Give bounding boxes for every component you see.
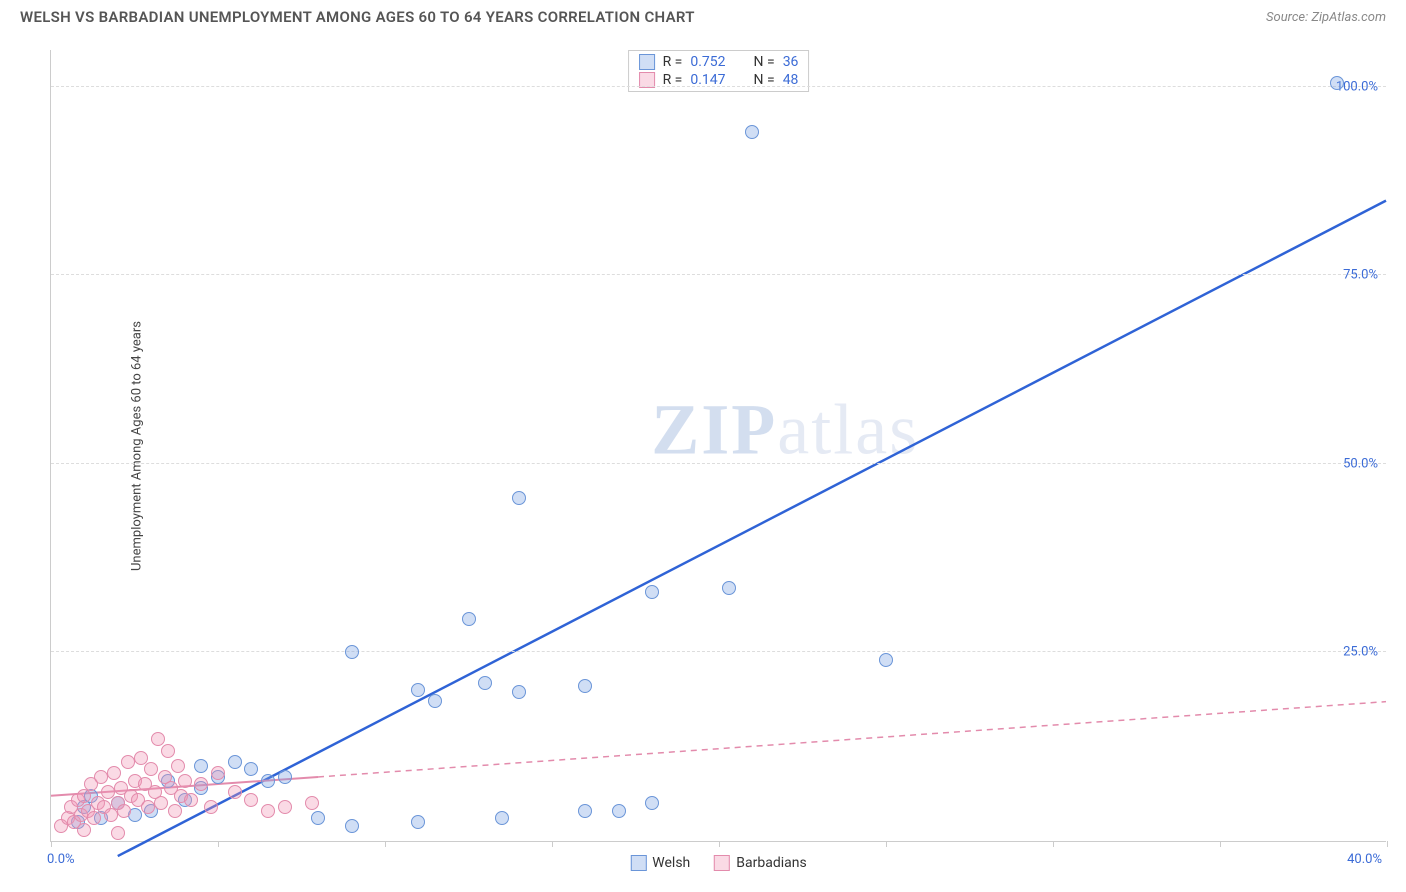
x-tick — [1387, 841, 1388, 847]
data-point — [512, 491, 526, 505]
legend-swatch — [639, 54, 655, 70]
data-point — [184, 793, 198, 807]
stats-n-label: N = — [754, 54, 775, 70]
data-point — [117, 804, 131, 818]
data-point — [194, 759, 208, 773]
data-point — [879, 653, 893, 667]
x-tick — [1053, 841, 1054, 847]
data-point — [94, 770, 108, 784]
data-point — [1330, 76, 1344, 90]
data-point — [77, 823, 91, 837]
data-point — [645, 585, 659, 599]
data-point — [345, 819, 359, 833]
data-point — [745, 125, 759, 139]
x-tick — [218, 841, 219, 847]
series-legend: Welsh Barbadians — [630, 855, 806, 871]
data-point — [178, 774, 192, 788]
trend-lines-layer — [51, 50, 1386, 841]
x-tick — [719, 841, 720, 847]
data-point — [578, 679, 592, 693]
data-point — [305, 796, 319, 810]
x-axis-start-label: 0.0% — [47, 852, 75, 867]
x-axis-end-label: 40.0% — [1347, 852, 1382, 867]
data-point — [154, 796, 168, 810]
x-tick — [385, 841, 386, 847]
trend-line — [118, 201, 1386, 856]
data-point — [161, 744, 175, 758]
stats-r-value: 0.752 — [690, 54, 725, 70]
data-point — [495, 811, 509, 825]
data-point — [612, 804, 626, 818]
y-tick-label: 25.0% — [1343, 645, 1378, 660]
chart-plot-area: ZIPatlas R =0.752N =36R =0.147N =48 0.0%… — [50, 50, 1386, 842]
data-point — [311, 811, 325, 825]
data-point — [211, 766, 225, 780]
data-point — [144, 762, 158, 776]
data-point — [645, 796, 659, 810]
data-point — [194, 777, 208, 791]
data-point — [345, 645, 359, 659]
data-point — [228, 785, 242, 799]
legend-item: Barbadians — [714, 855, 806, 871]
data-point — [121, 755, 135, 769]
gridline — [51, 651, 1386, 652]
legend-item: Welsh — [630, 855, 690, 871]
data-point — [204, 800, 218, 814]
data-point — [278, 770, 292, 784]
x-tick — [552, 841, 553, 847]
y-tick-label: 75.0% — [1343, 268, 1378, 283]
x-tick — [51, 841, 52, 847]
data-point — [111, 826, 125, 840]
legend-label: Welsh — [652, 855, 690, 871]
trend-line-dashed — [318, 702, 1386, 777]
stats-n-value: 36 — [783, 54, 799, 70]
x-tick — [1220, 841, 1221, 847]
source-prefix: Source: — [1266, 10, 1311, 25]
data-point — [171, 759, 185, 773]
data-point — [512, 685, 526, 699]
data-point — [141, 800, 155, 814]
stats-r-label: R = — [663, 54, 683, 70]
gridline — [51, 86, 1386, 87]
data-point — [278, 800, 292, 814]
data-point — [228, 755, 242, 769]
data-point — [261, 804, 275, 818]
x-tick — [886, 841, 887, 847]
source-name: ZipAtlas.com — [1311, 10, 1386, 25]
data-point — [411, 683, 425, 697]
data-point — [428, 694, 442, 708]
legend-label: Barbadians — [736, 855, 806, 871]
gridline — [51, 463, 1386, 464]
data-point — [478, 676, 492, 690]
data-point — [261, 774, 275, 788]
y-tick-label: 50.0% — [1343, 456, 1378, 471]
data-point — [244, 793, 258, 807]
data-point — [168, 804, 182, 818]
data-point — [87, 811, 101, 825]
stats-row: R = 0.752 N = 36 — [629, 53, 809, 71]
data-point — [411, 815, 425, 829]
data-point — [462, 612, 476, 626]
chart-title: WELSH VS BARBADIAN UNEMPLOYMENT AMONG AG… — [20, 8, 695, 26]
data-point — [244, 762, 258, 776]
legend-swatch — [630, 855, 646, 871]
data-point — [722, 581, 736, 595]
data-point — [578, 804, 592, 818]
gridline — [51, 274, 1386, 275]
legend-swatch — [714, 855, 730, 871]
data-point — [107, 766, 121, 780]
source-attribution: Source: ZipAtlas.com — [1266, 10, 1386, 25]
